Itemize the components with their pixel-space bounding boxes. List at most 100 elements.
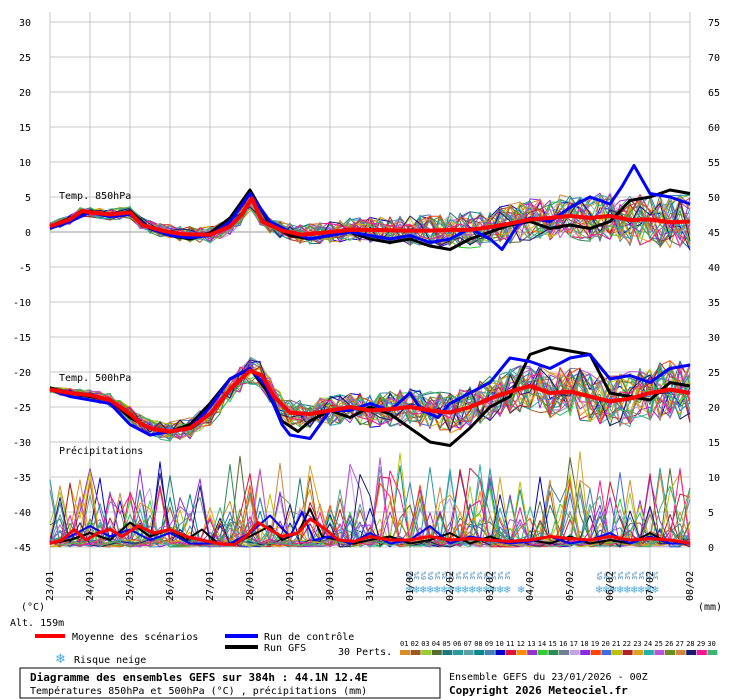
x-tick-label: 05/02 — [565, 571, 576, 601]
right-tick-label: 75 — [708, 18, 720, 29]
pert-number: 23 — [633, 640, 641, 648]
snow-risk-icon: ❄ — [447, 585, 455, 596]
t850-panel-label: Temp. 850hPa — [59, 191, 131, 202]
t850-control-line — [49, 164, 691, 251]
snow-risk-icon: ❄ — [433, 585, 441, 596]
snow-risk-icon: ❄ — [616, 585, 624, 596]
pert-t500-line — [49, 365, 691, 437]
snow-risk-pct: 3% — [455, 571, 463, 580]
pert-number: 02 — [411, 640, 419, 648]
snow-risk-pct: 3% — [490, 571, 498, 580]
pert-number: 19 — [591, 640, 599, 648]
right-tick-label: 40 — [708, 263, 720, 274]
pert-swatch — [506, 650, 516, 655]
pert-swatch — [527, 650, 538, 655]
snow-risk-pct: 3% — [483, 571, 491, 580]
snow-risk-pct: 3% — [504, 571, 512, 580]
snow-risk-icon: ❄ — [595, 585, 603, 596]
pert-swatch — [410, 650, 421, 655]
pert-number: 28 — [686, 640, 694, 648]
snow-risk-pct: 3% — [617, 571, 625, 580]
x-tick-label: 01/02 — [405, 571, 416, 601]
snow-risk-icon: ❄ — [461, 585, 469, 596]
snow-risk-icon: ❄ — [489, 585, 497, 596]
title-box — [19, 667, 441, 699]
pert-number: 18 — [580, 640, 588, 648]
left-tick-label: 10 — [19, 158, 31, 169]
left-tick-label: 15 — [19, 123, 31, 134]
right-axis-unit: (mm) — [698, 602, 722, 613]
snow-risk-pct: 3% — [441, 571, 449, 580]
pert-number: 03 — [421, 640, 429, 648]
pert-swatch — [569, 650, 580, 655]
pert-swatch — [431, 650, 442, 655]
pert-swatch — [643, 650, 654, 655]
left-tick-label: -10 — [13, 298, 31, 309]
legend-mean-label: Moyenne des scénarios — [72, 631, 198, 643]
t500-control-line — [49, 353, 691, 440]
left-axis-unit: (°C) — [21, 602, 45, 613]
pert-swatch — [707, 650, 718, 655]
snow-icon: ❄ — [55, 652, 66, 667]
pert-swatch — [537, 650, 548, 655]
left-tick-label: -25 — [13, 403, 31, 414]
pert-number: 16 — [559, 640, 567, 648]
snow-risk-icon: ❄ — [482, 585, 490, 596]
snow-risk-icon: ❄ — [630, 585, 638, 596]
pert-swatch — [633, 650, 644, 655]
snow-risk-pct: 3% — [497, 571, 505, 580]
pert-swatch — [612, 650, 622, 655]
pert-swatch — [548, 650, 559, 655]
snow-risk-icon: ❄ — [419, 585, 427, 596]
left-tick-label: -20 — [13, 368, 31, 379]
snow-risk-row: ❄6%❄3%❄6%❄6%❄3%❄3%❄3%❄3%❄3%❄3%❄3%❄3%❄3%❄… — [405, 571, 660, 596]
pert-swatch — [590, 650, 601, 655]
x-tick-label: 25/01 — [125, 571, 136, 601]
pert-swatch — [601, 650, 612, 655]
x-tick-label: 28/01 — [245, 571, 256, 601]
snow-risk-icon: ❄ — [609, 585, 617, 596]
left-tick-label: 20 — [19, 88, 31, 99]
left-tick-label: -35 — [13, 473, 31, 484]
pert-number: 24 — [644, 640, 652, 648]
snow-risk-pct: 3% — [610, 571, 618, 580]
snow-risk-icon: ❄ — [412, 585, 420, 596]
x-tick-label: 27/01 — [205, 571, 216, 601]
x-tick-label: 08/02 — [685, 571, 696, 601]
snow-risk-icon: ❄ — [440, 585, 448, 596]
right-tick-label: 15 — [708, 438, 720, 449]
pert-number: 26 — [665, 640, 673, 648]
right-tick-label: 35 — [708, 298, 720, 309]
snow-risk-icon: ❄ — [468, 585, 476, 596]
pert-swatch — [559, 650, 569, 655]
snow-risk-icon: ❄ — [475, 585, 483, 596]
pert-swatch — [442, 650, 453, 655]
snow-risk-pct: 6% — [406, 571, 414, 580]
pert-number: 06 — [453, 640, 461, 648]
right-tick-label: 0 — [708, 543, 714, 554]
legend: Moyenne des scénarios Run de contrôle Ru… — [35, 631, 718, 667]
snow-risk-icon: ❄ — [405, 585, 413, 596]
snow-risk-icon: ❄ — [503, 585, 511, 596]
right-tick-label: 70 — [708, 53, 720, 64]
snow-risk-pct: 6% — [420, 571, 428, 580]
snow-risk-icon: ❄ — [651, 585, 659, 596]
pert-swatch — [622, 650, 633, 655]
legend-gfs-label: Run GFS — [264, 643, 306, 654]
precip-mean-line — [49, 517, 691, 547]
snow-risk-pct: 3% — [413, 571, 421, 580]
snow-risk-pct: 3% — [645, 571, 653, 580]
right-tick-label: 65 — [708, 88, 720, 99]
pert-number: 13 — [527, 640, 535, 648]
pert-number: 07 — [464, 640, 472, 648]
pert-swatch — [484, 650, 495, 655]
right-tick-label: 20 — [708, 403, 720, 414]
pert-swatch — [453, 650, 463, 655]
pert-t500-line — [49, 362, 691, 440]
pert-number: 10 — [495, 640, 503, 648]
t500-panel-label: Temp. 500hPa — [59, 373, 131, 384]
pert-swatch — [400, 650, 410, 655]
pert-number: 09 — [485, 640, 493, 648]
pert-number: 27 — [676, 640, 684, 648]
